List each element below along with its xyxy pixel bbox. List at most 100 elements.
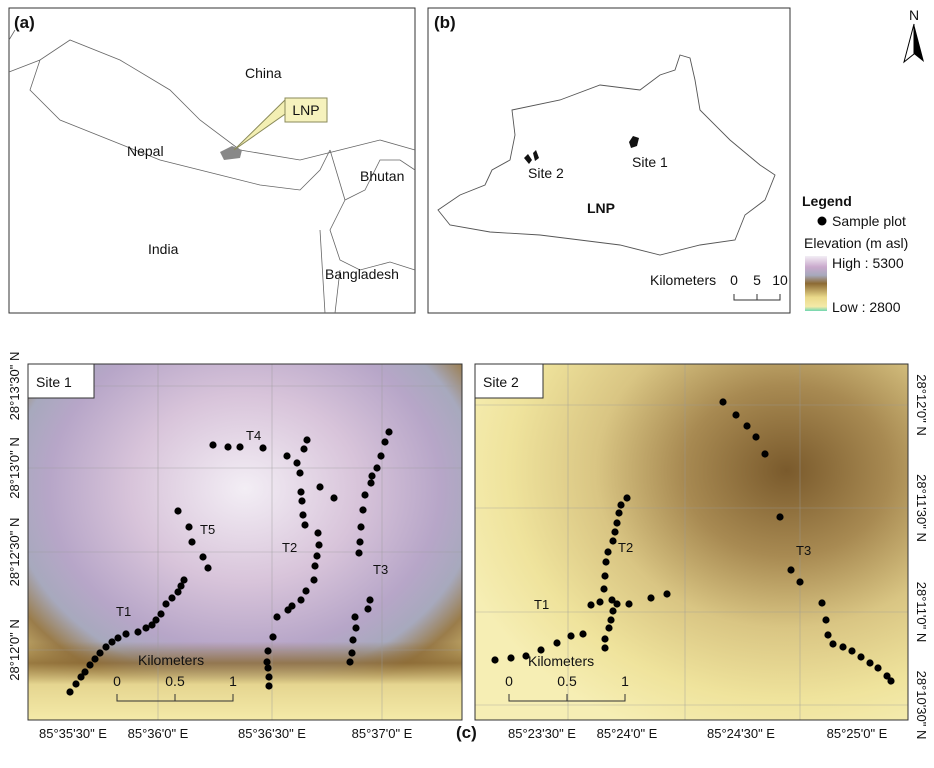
site-label: Site 1 <box>632 154 668 170</box>
transect-label: T1 <box>116 604 131 619</box>
sample-plot <box>357 523 365 531</box>
sample-plot <box>157 610 165 618</box>
sample-plot <box>352 624 360 632</box>
sample-plot <box>86 661 94 669</box>
sample-plot <box>168 594 176 602</box>
country-borders <box>8 29 416 314</box>
sample-plot <box>303 436 311 444</box>
site-title-box <box>27 363 95 399</box>
sample-plot <box>299 511 307 519</box>
sample-plot <box>613 600 621 608</box>
sample-plot <box>348 649 356 657</box>
sample-plot <box>265 682 273 690</box>
sample-plot <box>609 537 617 545</box>
sample-plot <box>608 596 616 604</box>
x-coord-label: 85°35'30" E <box>39 726 107 741</box>
sample-plot <box>848 647 856 655</box>
sample-plot <box>263 658 271 666</box>
scale-tick: 0 <box>505 673 513 689</box>
park-label: LNP <box>587 200 615 216</box>
sample-plot <box>152 616 160 624</box>
sample-plot <box>752 433 760 441</box>
sample-plot <box>265 673 273 681</box>
scale-bar <box>733 294 781 301</box>
scale-tick: 5 <box>753 272 761 288</box>
sample-plot <box>359 506 367 514</box>
sample-plot <box>269 633 277 641</box>
site-title: Site 1 <box>36 374 72 390</box>
sample-plot <box>77 673 85 681</box>
sample-plot <box>381 438 389 446</box>
sample-plot <box>162 600 170 608</box>
y-coord-label: 28°10'30" N <box>914 671 929 740</box>
sample-plot <box>81 668 89 676</box>
legend-item: Sample plot <box>832 213 906 229</box>
place: India <box>148 241 179 257</box>
transect-label: T1 <box>534 597 549 612</box>
sample-plot <box>177 582 185 590</box>
sample-plot <box>787 566 795 574</box>
sample-plot <box>122 630 130 638</box>
place: China <box>245 65 282 81</box>
sample-plot <box>491 656 499 664</box>
sample-plot <box>553 639 561 647</box>
sample-plot <box>148 621 156 629</box>
site2-frame <box>474 363 909 721</box>
x-coord-label: 85°37'0" E <box>352 726 413 741</box>
site-label: Site 2 <box>528 165 564 181</box>
scale-title: Kilometers <box>528 653 594 669</box>
place: Nepal <box>127 143 164 159</box>
site1-frame <box>27 363 463 721</box>
x-coord-label: 85°24'30" E <box>707 726 775 741</box>
scale-title: Kilometers <box>138 652 204 668</box>
sample-plot <box>373 464 381 472</box>
scale-tick: 1 <box>229 673 237 689</box>
x-coord-label: 85°25'0" E <box>827 726 888 741</box>
sample-plot <box>743 422 751 430</box>
sample-plot <box>609 607 617 615</box>
grid <box>28 364 462 720</box>
scale-title: Kilometers <box>650 272 716 288</box>
sample-plot <box>761 450 769 458</box>
site-title-box <box>474 363 544 399</box>
legend-symbol <box>817 216 827 226</box>
north-arrow <box>903 23 915 64</box>
sample-plot <box>368 472 376 480</box>
sample-plot <box>102 643 110 651</box>
scale-tick: 0 <box>730 272 738 288</box>
sample-plot <box>114 634 122 642</box>
panel-label: (c) <box>456 723 477 742</box>
sample-plot <box>349 636 357 644</box>
transect-label: T2 <box>282 540 297 555</box>
sample-plot <box>522 652 530 660</box>
sample-plot <box>199 553 207 561</box>
sample-plot <box>313 552 321 560</box>
scale-tick: 0 <box>113 673 121 689</box>
legend-item: High : 5300 <box>832 255 904 271</box>
sample-plot <box>874 664 882 672</box>
transect-label: T3 <box>796 543 811 558</box>
sample-plot <box>361 491 369 499</box>
sample-plot <box>663 590 671 598</box>
sample-plot <box>601 635 609 643</box>
sample-plot <box>297 596 305 604</box>
sample-plot <box>600 585 608 593</box>
place: Bangladesh <box>325 266 399 282</box>
x-coord-label: 85°36'0" E <box>128 726 189 741</box>
y-coord-label: 28°11'30" N <box>914 474 929 542</box>
sample-plot <box>602 558 610 566</box>
sample-plot <box>91 655 99 663</box>
sample-plot <box>174 588 182 596</box>
sample-plot <box>302 587 310 595</box>
sample-plot <box>311 562 319 570</box>
panel-label: (b) <box>434 13 456 32</box>
sample-plot <box>625 600 633 608</box>
sample-plot <box>142 624 150 632</box>
sample-plot <box>611 528 619 536</box>
sample-plot <box>605 624 613 632</box>
axis-labels: 85°35'30" E 85°36'0" E 85°36'30" E 85°37'0"… <box>7 352 929 741</box>
y-coord-label: 28°13'0" N <box>7 437 22 498</box>
transect-label: T5 <box>200 522 215 537</box>
sample-plot <box>366 596 374 604</box>
sample-plot <box>204 564 212 572</box>
